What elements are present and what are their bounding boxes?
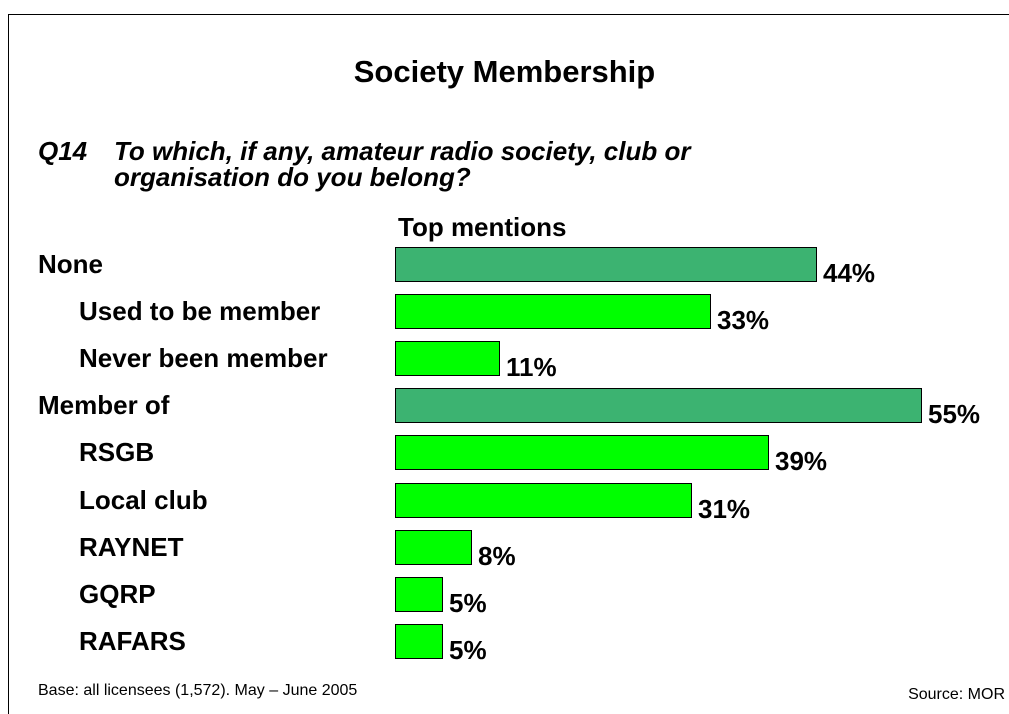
slide-border <box>8 14 1009 714</box>
bar <box>395 247 817 282</box>
value-label: 5% <box>449 634 487 665</box>
value-label: 8% <box>478 540 516 571</box>
value-label: 11% <box>506 352 557 383</box>
category-label: Never been member <box>79 343 328 374</box>
category-label: GQRP <box>79 578 156 609</box>
category-label: None <box>38 249 103 279</box>
footer-base-note: Base: all licensees (1,572). May – June … <box>38 682 358 699</box>
question-number: Q14 <box>38 136 88 166</box>
value-label: 55% <box>928 399 981 430</box>
value-label: 44% <box>823 258 876 288</box>
chart-title: Society Membership <box>353 54 656 89</box>
category-label: RAYNET <box>79 531 184 562</box>
category-label: Used to be member <box>79 296 321 327</box>
bar <box>395 576 443 612</box>
category-label: RSGB <box>79 437 155 468</box>
question-text: Q14 To which, if any, amateur radio socie… <box>38 138 690 190</box>
question-line-2: organisation do you belong? <box>114 162 471 192</box>
bar <box>395 294 711 330</box>
subheading: Top mentions <box>398 212 567 242</box>
value-label: 31% <box>698 493 751 524</box>
category-label: RAFARS <box>79 625 186 656</box>
bar <box>395 341 500 377</box>
question-line-1-text: To which, if any, amateur radio society,… <box>114 136 691 166</box>
bar <box>395 435 769 471</box>
footer-source: Source: MOR <box>908 686 1005 703</box>
bar <box>395 623 443 659</box>
value-label: 5% <box>449 587 487 618</box>
bar <box>395 482 692 518</box>
bar <box>395 388 922 424</box>
category-label: Local club <box>79 484 208 515</box>
value-label: 33% <box>717 305 770 336</box>
bar <box>395 529 472 565</box>
category-label: Member of <box>38 390 170 421</box>
value-label: 39% <box>775 446 828 477</box>
question-line-1: Q14 To which, if any, amateur radio socie… <box>38 138 690 164</box>
